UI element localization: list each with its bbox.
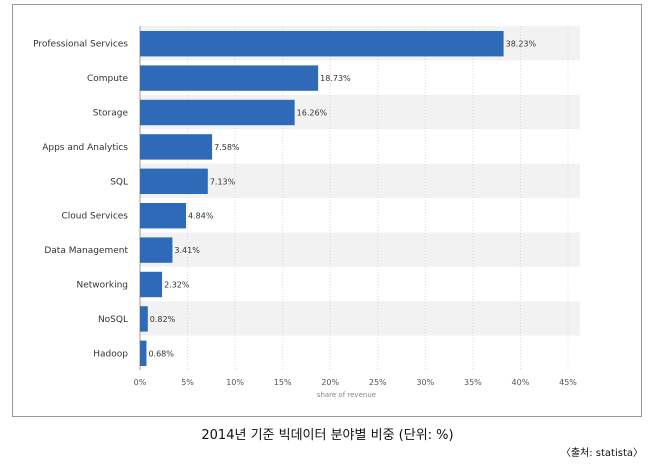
chart-frame: [12, 4, 642, 417]
x-axis-title: share of revenue: [317, 391, 376, 399]
x-tick-label: 40%: [512, 378, 530, 387]
category-label: Compute: [87, 74, 129, 84]
x-tick-label: 30%: [416, 378, 434, 387]
category-label: Storage: [93, 109, 129, 119]
x-tick-label: 25%: [369, 378, 387, 387]
value-label: 3.41%: [174, 246, 200, 255]
category-label: Cloud Services: [61, 212, 128, 222]
value-label: 38.23%: [506, 40, 537, 49]
bar: [140, 65, 319, 91]
x-tick-label: 20%: [321, 378, 339, 387]
category-label: Data Management: [44, 246, 128, 256]
category-label: SQL: [110, 177, 128, 187]
value-label: 18.73%: [320, 74, 351, 83]
bar: [140, 31, 504, 57]
bar: [140, 168, 208, 194]
value-label: 16.26%: [297, 109, 328, 118]
value-label: 4.84%: [188, 212, 214, 221]
bar: [140, 237, 173, 263]
bar-chart: Professional Services 38.23% Compute 18.73%…: [33, 26, 580, 399]
x-tick-label: 35%: [464, 378, 482, 387]
bar: [140, 271, 163, 298]
value-label: 2.32%: [164, 281, 190, 290]
row-band: [140, 163, 580, 198]
bar: [140, 134, 213, 160]
chart-caption: 2014년 기준 빅데이터 분야별 비중 (단위: %): [201, 428, 454, 443]
x-tick-label: 0%: [134, 378, 147, 387]
category-label: Networking: [77, 281, 129, 291]
value-label: 0.68%: [148, 349, 174, 358]
x-tick-label: 10%: [226, 378, 244, 387]
row-band: [140, 301, 580, 336]
bar: [140, 203, 187, 229]
bar: [140, 340, 147, 366]
bar: [140, 306, 148, 332]
value-label: 0.82%: [150, 315, 176, 324]
x-tick-label: 15%: [274, 378, 292, 387]
x-tick-label: 5%: [181, 378, 194, 387]
category-label: Hadoop: [93, 349, 128, 359]
row-band: [140, 232, 580, 267]
source-note: 〈출처: statista〉: [560, 448, 643, 459]
x-tick-label: 45%: [559, 378, 577, 387]
category-label: NoSQL: [98, 315, 128, 325]
category-label: Apps and Analytics: [42, 143, 128, 153]
category-label: Professional Services: [33, 40, 128, 50]
bar: [140, 99, 295, 126]
value-label: 7.13%: [210, 177, 236, 186]
value-label: 7.58%: [214, 143, 240, 152]
